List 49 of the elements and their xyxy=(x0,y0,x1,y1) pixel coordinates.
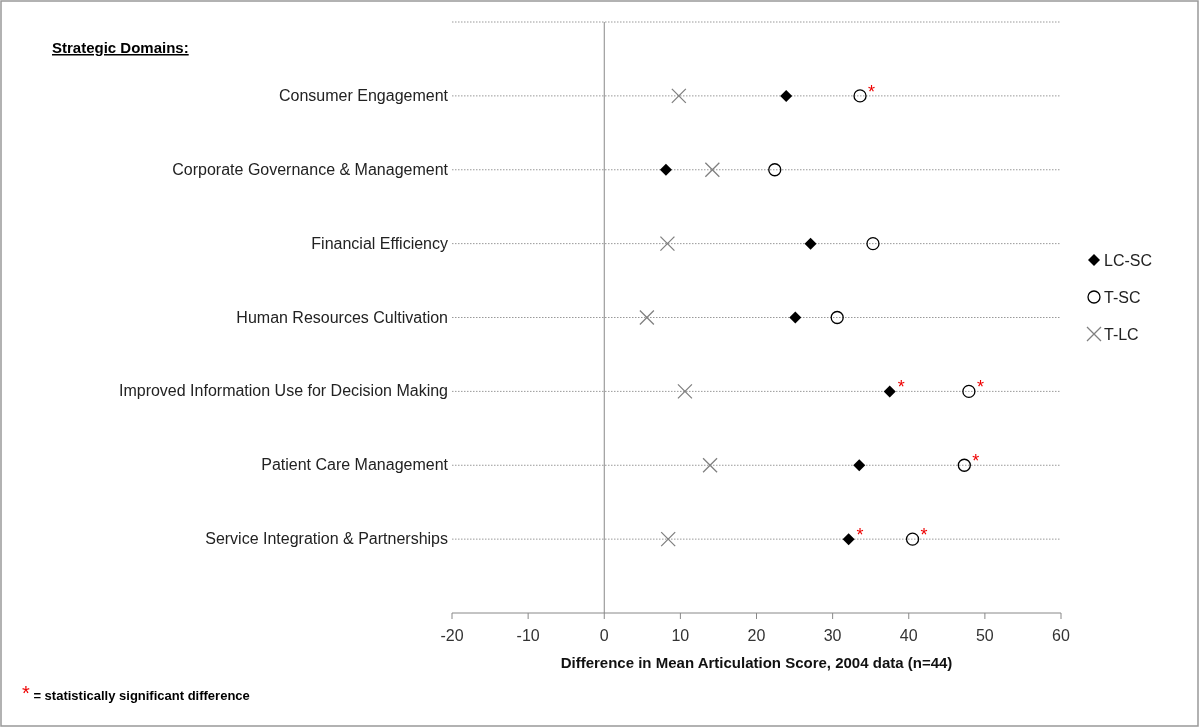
point xyxy=(905,532,920,546)
point xyxy=(780,89,793,102)
y-tick-label: Improved Information Use for Decision Making xyxy=(118,382,448,400)
y-axis-title: Strategic Domains: xyxy=(52,39,189,56)
point xyxy=(768,163,782,177)
point xyxy=(853,459,866,472)
x-tick-label: 0 xyxy=(599,627,609,644)
point xyxy=(957,458,971,472)
x-tick-label: -20 xyxy=(440,627,464,644)
point xyxy=(659,163,672,176)
x-tick-label: 30 xyxy=(823,627,842,644)
point xyxy=(671,88,687,104)
point xyxy=(962,384,976,399)
annotation: * xyxy=(897,377,905,398)
y-tick-label: Corporate Governance & Management xyxy=(172,160,449,178)
y-tick-label: Patient Care Management xyxy=(261,456,449,474)
x-tick-label: 60 xyxy=(1052,627,1070,644)
point xyxy=(704,162,720,178)
point xyxy=(702,457,718,473)
point xyxy=(677,383,693,400)
y-tick-label: Service Integration & Partnerships xyxy=(205,530,448,548)
point xyxy=(830,310,844,325)
x-tick-label: 20 xyxy=(747,627,766,644)
x-tick-label: -10 xyxy=(516,627,540,644)
annotation: * xyxy=(972,451,980,472)
point xyxy=(866,236,880,251)
point xyxy=(659,235,676,252)
annotation: * xyxy=(868,81,876,102)
point xyxy=(804,237,817,250)
point xyxy=(660,531,676,547)
annotation: * xyxy=(856,525,864,546)
x-tick-label: 40 xyxy=(899,627,918,644)
x-tick-label: 50 xyxy=(975,627,994,644)
y-tick-label: Consumer Engagement xyxy=(279,86,449,104)
point xyxy=(853,89,867,103)
point xyxy=(842,533,855,546)
point xyxy=(883,385,896,398)
x-axis-title: Difference in Mean Articulation Score, 2004 data (n=44) xyxy=(560,654,953,671)
x-tick-label: 10 xyxy=(671,627,690,644)
legend-label: LC-SC xyxy=(1104,252,1153,269)
point xyxy=(639,309,655,326)
y-tick-label: Financial Efficiency xyxy=(311,234,448,252)
y-tick-label: Human Resources Cultivation xyxy=(236,308,448,326)
point xyxy=(789,311,802,324)
legend-label: T-SC xyxy=(1104,289,1141,306)
annotation: * xyxy=(976,377,984,398)
text: * = statistically significant difference xyxy=(22,682,250,704)
legend-label: T-LC xyxy=(1104,326,1139,343)
annotation: * xyxy=(920,525,928,546)
